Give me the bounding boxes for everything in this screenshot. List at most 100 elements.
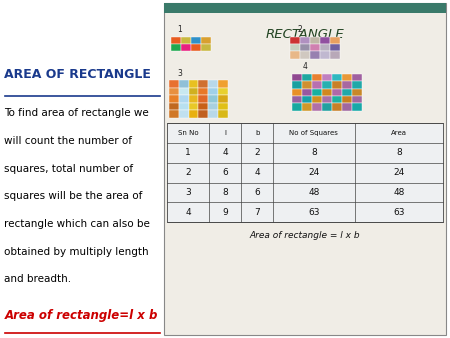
Bar	[352, 74, 362, 81]
Text: will count the number of: will count the number of	[4, 136, 132, 146]
Bar	[179, 80, 189, 88]
Bar	[179, 110, 189, 118]
Bar	[191, 37, 201, 44]
Bar	[292, 103, 302, 111]
Text: 63: 63	[308, 208, 319, 217]
Bar	[218, 95, 228, 103]
Bar	[198, 103, 208, 110]
Text: No of Squares: No of Squares	[289, 130, 338, 136]
Text: 4: 4	[222, 148, 228, 157]
Bar	[312, 74, 322, 81]
Bar	[189, 103, 198, 110]
Bar	[189, 80, 198, 88]
Bar	[290, 51, 300, 59]
Bar	[310, 37, 320, 44]
Text: 3: 3	[185, 188, 191, 197]
Bar	[320, 51, 330, 59]
Text: 1: 1	[177, 25, 182, 34]
Bar	[208, 110, 218, 118]
Bar	[208, 103, 218, 110]
Bar	[352, 89, 362, 96]
Text: Sn No: Sn No	[178, 130, 198, 136]
Bar	[312, 81, 322, 89]
Text: AREA OF RECTANGLE: AREA OF RECTANGLE	[4, 68, 151, 80]
Bar	[292, 81, 302, 89]
Bar	[302, 96, 312, 103]
Bar	[181, 44, 191, 51]
Bar	[342, 74, 352, 81]
Text: squares will be the area of: squares will be the area of	[4, 191, 143, 201]
Bar	[201, 44, 211, 51]
Bar	[352, 81, 362, 89]
Bar	[300, 44, 310, 51]
Text: Area of rectangle=l x b: Area of rectangle=l x b	[4, 309, 158, 322]
Bar	[189, 88, 198, 95]
Text: rectangle which can also be: rectangle which can also be	[4, 219, 150, 229]
Text: 9: 9	[222, 208, 228, 217]
Bar	[302, 74, 312, 81]
Bar	[198, 80, 208, 88]
Text: 8: 8	[311, 148, 317, 157]
Bar	[189, 110, 198, 118]
Bar	[169, 80, 179, 88]
Bar	[189, 95, 198, 103]
Bar	[322, 74, 332, 81]
Bar	[320, 37, 330, 44]
Bar	[300, 51, 310, 59]
Bar	[169, 95, 179, 103]
Bar	[352, 96, 362, 103]
Bar	[332, 89, 342, 96]
Text: l: l	[224, 130, 226, 136]
Bar	[292, 89, 302, 96]
Text: obtained by multiply length: obtained by multiply length	[4, 247, 149, 257]
Bar	[218, 88, 228, 95]
Bar	[322, 89, 332, 96]
Text: To find area of rectangle we: To find area of rectangle we	[4, 108, 149, 118]
Text: Area of rectangle = l x b: Area of rectangle = l x b	[250, 231, 360, 240]
Bar	[191, 44, 201, 51]
Text: 3: 3	[178, 69, 183, 78]
Bar	[169, 110, 179, 118]
Bar	[290, 44, 300, 51]
Bar	[198, 110, 208, 118]
Bar	[330, 44, 340, 51]
Bar	[322, 103, 332, 111]
Text: 48: 48	[308, 188, 319, 197]
Bar	[312, 96, 322, 103]
Bar	[166, 123, 443, 222]
Bar	[302, 81, 312, 89]
Bar	[332, 96, 342, 103]
Bar	[218, 80, 228, 88]
Bar	[171, 37, 181, 44]
Text: 2: 2	[298, 25, 302, 34]
Text: 4: 4	[303, 62, 308, 71]
Text: 4: 4	[185, 208, 191, 217]
Text: 48: 48	[393, 188, 405, 197]
Text: 24: 24	[308, 168, 319, 177]
Bar	[342, 89, 352, 96]
Bar	[302, 89, 312, 96]
Bar	[310, 51, 320, 59]
Bar	[342, 96, 352, 103]
Bar	[332, 74, 342, 81]
Bar	[352, 103, 362, 111]
Bar	[330, 37, 340, 44]
Bar	[290, 37, 300, 44]
Bar	[208, 80, 218, 88]
Bar	[201, 37, 211, 44]
Bar	[322, 96, 332, 103]
Bar	[218, 110, 228, 118]
Bar	[330, 51, 340, 59]
Bar	[169, 103, 179, 110]
Text: 6: 6	[222, 168, 228, 177]
Text: 2: 2	[185, 168, 191, 177]
Bar	[179, 88, 189, 95]
Bar	[181, 37, 191, 44]
Bar	[208, 88, 218, 95]
Bar	[292, 96, 302, 103]
Bar	[312, 89, 322, 96]
Text: 7: 7	[254, 208, 260, 217]
Bar	[208, 95, 218, 103]
Bar	[342, 81, 352, 89]
Text: 2: 2	[254, 148, 260, 157]
